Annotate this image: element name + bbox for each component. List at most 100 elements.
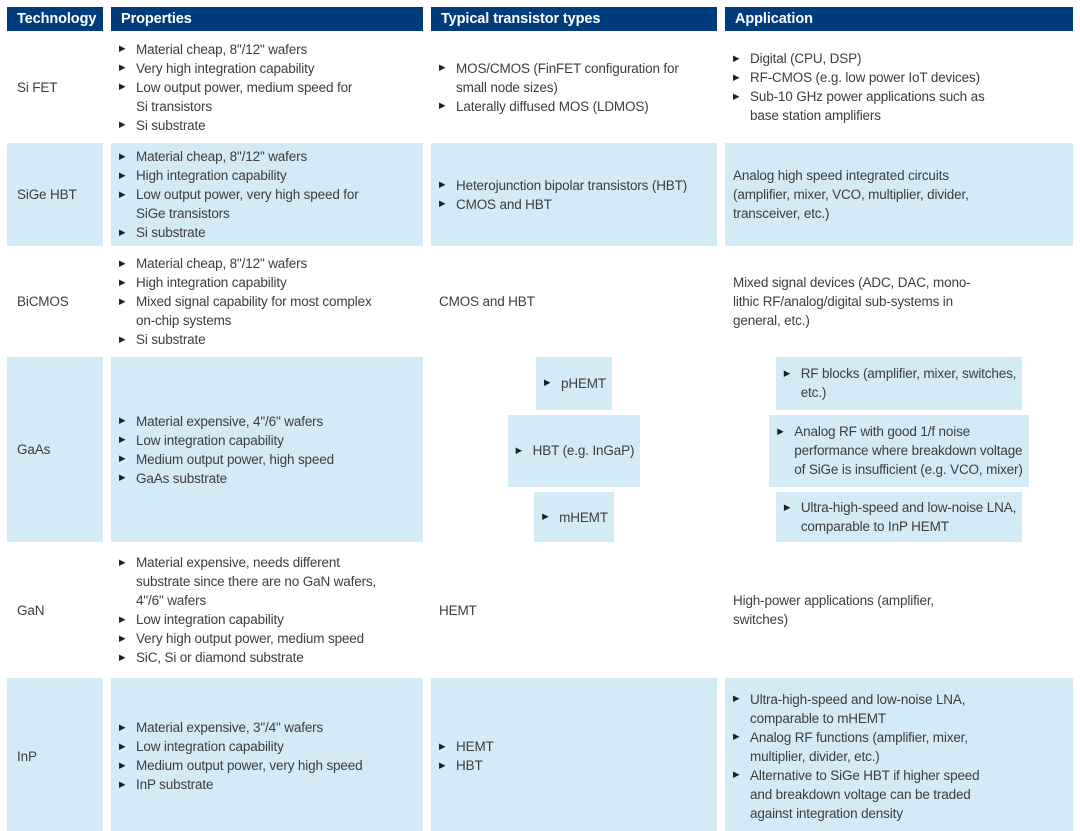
bullet-text: Alternative to SiGe HBT if higher speed … — [750, 767, 980, 821]
bullet-text: pHEMT — [560, 375, 606, 391]
bullet-text: Analog RF with good 1/f noise performanc… — [794, 424, 1023, 478]
bullet-triangle-icon: ▶ — [783, 368, 791, 379]
cell-application-subrow: ▶ RF blocks (amplifier, mixer, switches, … — [775, 357, 1023, 410]
bullet-item: ▶ Analog RF with good 1/f noise performan… — [777, 422, 1023, 479]
cell-technology: GaN — [7, 546, 103, 674]
bullet-text: Low integration capability — [136, 739, 284, 754]
cell-application: Mixed signal devices (ADC, DAC, mono- li… — [725, 250, 1073, 353]
bullet-item: ▶ Si substrate — [119, 223, 359, 242]
bullet-item: ▶ Mixed signal capability for most comple… — [119, 292, 372, 330]
bullet-item: ▶ Material expensive, 4"/6" wafers — [119, 412, 334, 431]
bullet-text: Si substrate — [136, 332, 206, 347]
bullet-list: ▶ Analog RF with good 1/f noise performan… — [777, 422, 1023, 479]
technology-label: SiGe HBT — [17, 187, 77, 202]
cell-application: Analog high speed integrated circuits (a… — [725, 143, 1073, 246]
bullet-triangle-icon: ▶ — [439, 741, 446, 752]
bullet-text: HEMT — [456, 739, 494, 754]
bullet-text: HBT (e.g. InGaP) — [532, 443, 635, 459]
table-row-si-fet-cell: Si FET — [7, 35, 103, 139]
technology-label: InP — [17, 748, 37, 764]
bullet-item: ▶ RF blocks (amplifier, mixer, switches, … — [784, 364, 1017, 402]
cell-application: ▶ Digital (CPU, DSP) ▶ RF-CMOS (e.g. low po… — [725, 35, 1073, 139]
bullet-triangle-icon: ▶ — [119, 120, 126, 130]
bullet-text: Ultra-high-speed and low-noise LNA, comp… — [750, 691, 966, 726]
bullet-item: ▶ MOS/CMOS (FinFET configuration for smal… — [439, 59, 679, 97]
table-row-gaas-cell: GaAs — [7, 357, 103, 542]
technology-table: Technology Properties Typical transistor… — [7, 7, 1073, 831]
bullet-item: ▶ SiC, Si or diamond substrate — [119, 648, 376, 667]
cell-application: ▶ RF blocks (amplifier, mixer, switches, … — [725, 357, 1073, 542]
bullet-triangle-icon: ▶ — [119, 227, 126, 238]
bullet-item: ▶ Low output power, medium speed for Si t… — [119, 78, 352, 116]
bullet-triangle-icon: ▶ — [439, 760, 446, 771]
bullet-triangle-icon: ▶ — [733, 91, 740, 102]
table-row-si-fet-cell: ▶ Material cheap, 8"/12" wafers ▶ Very high… — [111, 35, 423, 139]
cell-properties: ▶ Material expensive, 4"/6" wafers ▶ Low in… — [111, 357, 423, 542]
table-row-gan-cell: High-power applications (amplifier, swit… — [725, 546, 1073, 674]
column-header-properties: Properties — [111, 7, 423, 31]
bullet-item: ▶ Laterally diffused MOS (LDMOS) — [439, 97, 679, 116]
bullet-text: CMOS and HBT — [456, 196, 552, 212]
cell-text: High-power applications (amplifier, swit… — [733, 593, 935, 627]
cell-transistor-types: ▶ HEMT ▶ HBT — [431, 678, 717, 831]
bullet-item: ▶ HEMT — [439, 737, 494, 756]
table-row-gaas-cell: ▶ pHEMT ▶ HBT (e.g. InGaP) ▶ mHEMT — [431, 357, 717, 542]
column-header-technology: Technology — [7, 7, 103, 31]
column-header-application: Application — [725, 7, 1073, 31]
bullet-text: Very high output power, medium speed — [136, 631, 364, 646]
bullet-triangle-icon: ▶ — [783, 502, 791, 513]
bullet-triangle-icon: ▶ — [733, 732, 740, 742]
bullet-text: Low output power, medium speed for Si tr… — [136, 79, 353, 114]
table-row-sige-hbt-cell: SiGe HBT — [7, 143, 103, 246]
bullet-text: RF blocks (amplifier, mixer, switches, e… — [800, 366, 1017, 401]
column-header-transistor-types: Typical transistor types — [431, 7, 717, 31]
cell-properties: ▶ Material cheap, 8"/12" wafers ▶ High inte… — [111, 250, 423, 353]
bullet-triangle-icon: ▶ — [733, 53, 740, 64]
bullet-item: ▶ pHEMT — [544, 374, 606, 393]
bullet-list: ▶ Digital (CPU, DSP) ▶ RF-CMOS (e.g. low po… — [733, 49, 985, 125]
table-row-sige-hbt-cell: ▶ Material cheap, 8"/12" wafers ▶ High inte… — [111, 143, 423, 246]
cell-properties: ▶ Material cheap, 8"/12" wafers ▶ High inte… — [111, 143, 423, 246]
cell-technology: GaAs — [7, 357, 103, 542]
bullet-item: ▶ HBT — [439, 756, 494, 775]
bullet-item: ▶ Low integration capability — [119, 610, 376, 629]
bullet-triangle-icon: ▶ — [733, 72, 740, 83]
bullet-item: ▶ Medium output power, high speed — [119, 450, 334, 469]
cell-text: Analog high speed integrated circuits (a… — [733, 168, 969, 221]
bullet-triangle-icon: ▶ — [119, 416, 126, 426]
bullet-text: mHEMT — [559, 509, 608, 525]
bullet-text: MOS/CMOS (FinFET configuration for small… — [456, 60, 679, 95]
bullet-text: Medium output power, very high speed — [136, 758, 363, 773]
bullet-list: ▶ Material cheap, 8"/12" wafers ▶ High inte… — [119, 147, 359, 242]
table-row-si-fet-cell: ▶ MOS/CMOS (FinFET configuration for smal… — [431, 35, 717, 139]
bullet-triangle-icon: ▶ — [119, 557, 126, 568]
bullet-item: ▶ High integration capability — [119, 166, 359, 185]
bullet-triangle-icon: ▶ — [515, 445, 523, 456]
bullet-list: ▶ RF blocks (amplifier, mixer, switches, … — [784, 364, 1017, 402]
bullet-text: Low integration capability — [136, 432, 284, 448]
table-row-inp-cell: InP — [7, 678, 103, 831]
bullet-item: ▶ CMOS and HBT — [439, 195, 687, 214]
bullet-item: ▶ Medium output power, very high speed — [119, 756, 363, 775]
bullet-text: Si substrate — [136, 225, 206, 240]
bullet-text: Material cheap, 8"/12" wafers — [136, 41, 308, 57]
bullet-list: ▶ Material cheap, 8"/12" wafers ▶ Very high… — [119, 40, 352, 135]
table-row-sige-hbt-cell: ▶ Heterojunction bipolar transistors (HBT… — [431, 143, 717, 246]
bullet-triangle-icon: ▶ — [439, 101, 446, 111]
cell-application: ▶ Ultra-high-speed and low-noise LNA, com… — [725, 678, 1073, 831]
bullet-list: ▶ mHEMT — [542, 508, 608, 527]
bullet-text: Analog RF functions (amplifier, mixer, m… — [750, 729, 968, 764]
bullet-triangle-icon: ▶ — [119, 633, 126, 644]
table-row-inp-cell: ▶ HEMT ▶ HBT — [431, 678, 717, 831]
bullet-text: Ultra-high-speed and low-noise LNA, comp… — [800, 500, 1017, 534]
bullet-item: ▶ Low integration capability — [119, 431, 334, 450]
bullet-triangle-icon: ▶ — [777, 426, 784, 437]
bullet-triangle-icon: ▶ — [439, 199, 446, 209]
cell-properties: ▶ Material expensive, needs different sub… — [111, 546, 423, 674]
bullet-triangle-icon: ▶ — [119, 614, 126, 625]
bullet-item: ▶ Material expensive, needs different sub… — [119, 553, 376, 610]
bullet-item: ▶ GaAs substrate — [119, 469, 334, 488]
cell-properties: ▶ Material cheap, 8"/12" wafers ▶ Very high… — [111, 35, 423, 139]
bullet-text: Low output power, very high speed for Si… — [136, 187, 359, 221]
bullet-text: Digital (CPU, DSP) — [750, 51, 862, 66]
